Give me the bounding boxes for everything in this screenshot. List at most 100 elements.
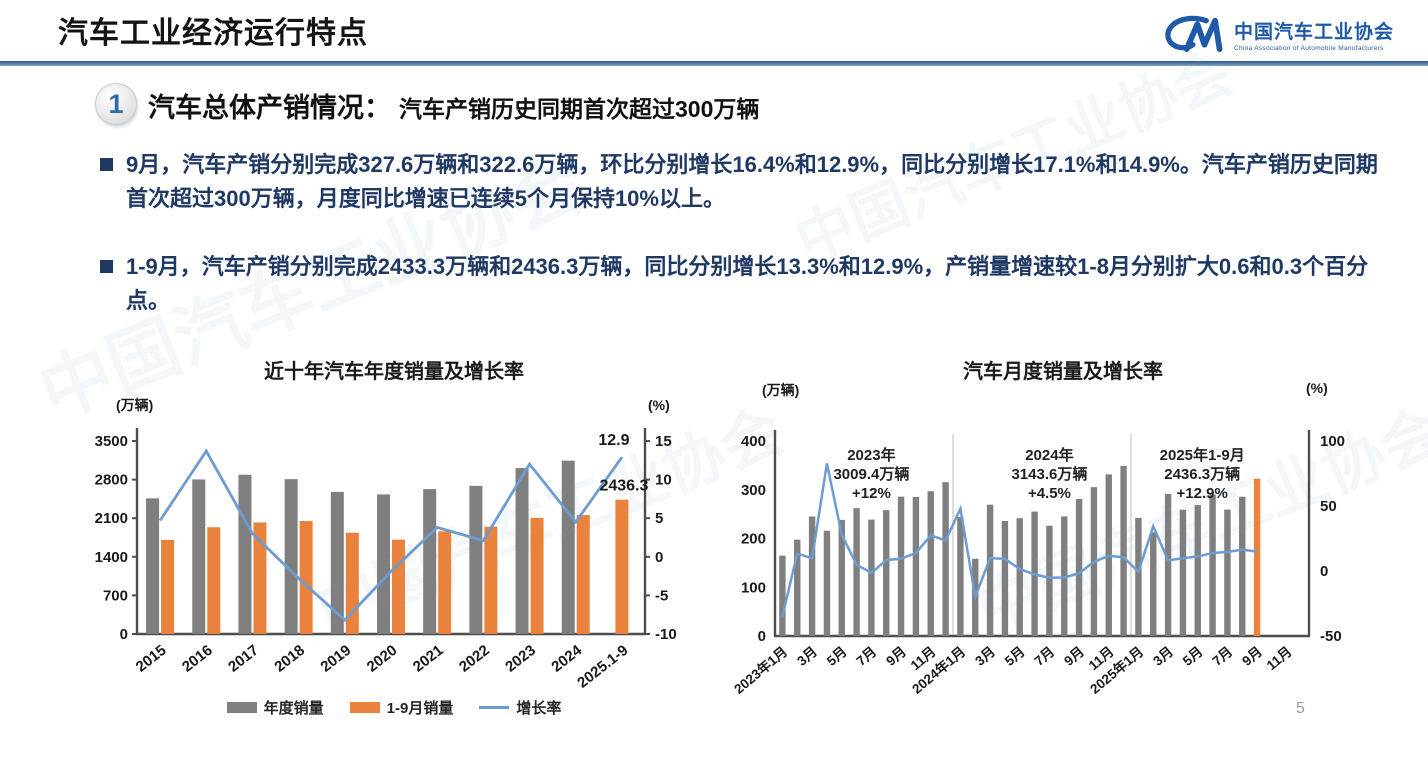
x-axis-label: 5月 xyxy=(1002,644,1028,669)
bullet-item: 9月，汽车产销分别完成327.6万辆和322.6万辆，环比分别增长16.4%和1… xyxy=(100,148,1390,216)
legend-item-growth-rate: 增长率 xyxy=(479,697,561,718)
annual-chart-title: 近十年汽车年度销量及增长率 xyxy=(264,361,524,383)
x-axis-label: 9月 xyxy=(1061,644,1087,669)
monthly-sales-bar xyxy=(1135,517,1142,636)
growth-rate-line-swatch-icon xyxy=(479,706,510,709)
monthly-sales-bar xyxy=(957,517,964,636)
monthly-sales-bar xyxy=(808,516,816,636)
monthly-sales-bar xyxy=(1046,525,1053,636)
axis-tick-label: 15 xyxy=(655,433,672,450)
x-axis-label: 2015 xyxy=(133,642,170,676)
growth-rate-line xyxy=(781,463,1258,617)
legend-item-annual-sales: 年度销量 xyxy=(226,697,324,718)
legend-item-jan-sep-sales: 1-9月销量 xyxy=(349,697,453,718)
jan-sep-sales-bar xyxy=(530,517,544,634)
caam-logo-name-cn: 中国汽车工业协会 xyxy=(1233,21,1394,43)
monthly-chart-right-axis-unit: (%) xyxy=(1306,380,1328,396)
annual-sales-bar xyxy=(561,460,575,634)
monthly-sales-bar xyxy=(1179,509,1187,636)
page-title: 汽车工业经济运行特点 xyxy=(58,17,368,50)
axis-tick-label: -10 xyxy=(655,626,677,643)
x-axis-label: 2022 xyxy=(456,642,493,676)
axis-tick-label: 50 xyxy=(1320,498,1337,515)
axis-tick-label: 100 xyxy=(741,579,766,596)
annual-chart-legend: 年度销量 1-9月销量 增长率 xyxy=(88,697,700,718)
x-axis-label: 3月 xyxy=(972,644,998,669)
monthly-sales-bar xyxy=(1209,494,1216,636)
jan-sep-sales-swatch-icon xyxy=(349,702,380,713)
axis-tick-label: 2800 xyxy=(95,472,128,489)
jan-sep-sales-bar xyxy=(161,539,175,634)
x-axis-label: 2023年1月 xyxy=(731,643,791,697)
x-axis-label: 2021 xyxy=(410,642,447,676)
jan-sep-sales-bar xyxy=(438,531,452,634)
monthly-sales-bar xyxy=(912,496,920,636)
x-axis-label: 11月 xyxy=(1264,644,1295,673)
year-summary-annotation: 2025年1-9月 2436.3万辆+12.9% xyxy=(1160,446,1245,502)
monthly-sales-bar xyxy=(883,510,890,636)
jan-sep-sales-bar xyxy=(253,522,267,634)
annual-sales-bar xyxy=(377,494,390,634)
monthly-sales-bar xyxy=(1164,493,1172,636)
monthly-sales-bar xyxy=(897,496,905,636)
axis-tick-label: 0 xyxy=(758,628,766,645)
caam-logo-icon xyxy=(1165,15,1223,52)
x-axis-label: 2019 xyxy=(318,642,355,676)
bullet-text: 9月，汽车产销分别完成327.6万辆和322.6万辆，环比分别增长16.4%和1… xyxy=(126,152,1378,212)
monthly-sales-bar xyxy=(779,555,786,636)
section-heading: 汽车总体产销情况： 汽车产销历史同期首次超过300万辆 xyxy=(148,86,759,125)
annual-sales-bar xyxy=(423,489,437,634)
axis-tick-label: -5 xyxy=(655,587,668,604)
legend-label: 年度销量 xyxy=(263,700,324,717)
monthly-sales-bar xyxy=(853,508,860,636)
annual-sales-chart: 0 700 1400 2100 2800 3500 -10 -5 0 5 10 15 2015 2016 2… xyxy=(95,428,677,692)
monthly-chart-left-axis-unit: (万辆) xyxy=(762,382,800,398)
bullet-item: 1-9月，汽车产销分别完成2433.3万辆和2436.3万辆，同比分别增长13.… xyxy=(100,250,1390,318)
bullet-square-icon xyxy=(100,260,113,273)
x-axis-label: 5月 xyxy=(1180,644,1206,669)
jan-sep-sales-bar xyxy=(484,526,498,634)
x-axis-label: 7月 xyxy=(1032,644,1058,669)
last-bar-value-label: 2436.3 xyxy=(599,478,648,495)
axis-tick-label: 3500 xyxy=(95,433,128,450)
monthly-sales-bar xyxy=(927,491,934,636)
x-axis-label: 2023 xyxy=(502,642,539,676)
year-summary-annotation: 2024年 3143.6万辆+4.5% xyxy=(1011,446,1087,502)
bullet-text: 1-9月，汽车产销分别完成2433.3万辆和2436.3万辆，同比分别增长13.… xyxy=(126,254,1369,314)
x-axis-label: 3月 xyxy=(1150,644,1176,669)
monthly-chart-title: 汽车月度销量及增长率 xyxy=(963,361,1163,383)
annual-sales-bar xyxy=(192,479,206,634)
axis-tick-label: 2100 xyxy=(95,510,128,527)
title-divider xyxy=(0,61,1428,66)
monthly-sales-bar xyxy=(868,519,875,636)
x-axis-label: 2025.1-9 xyxy=(574,642,631,692)
x-axis-label: 3月 xyxy=(794,644,820,669)
x-axis-label: 2020 xyxy=(364,642,401,676)
axis-tick-label: 200 xyxy=(741,531,766,548)
legend-label: 增长率 xyxy=(516,700,562,717)
monthly-sales-bar xyxy=(794,539,801,636)
axis-tick-label: -50 xyxy=(1320,628,1342,645)
monthly-sales-bar xyxy=(1224,509,1231,636)
axis-tick-label: 10 xyxy=(655,472,672,489)
caam-logo-name-en: China Association of Automobile Manufact… xyxy=(1233,44,1384,52)
year-summary-annotation: 2023年 3009.4万辆+12% xyxy=(833,446,909,502)
x-axis-label: 5月 xyxy=(824,644,850,669)
monthly-sales-bar xyxy=(1239,496,1246,636)
x-axis-label: 7月 xyxy=(854,644,880,669)
monthly-sales-bar xyxy=(1150,532,1157,636)
annual-sales-bar xyxy=(146,498,160,634)
monthly-sales-bar xyxy=(1194,505,1201,636)
bullet-square-icon xyxy=(100,158,113,171)
annual-sales-bar xyxy=(515,468,529,634)
annual-sales-bar xyxy=(238,474,252,634)
section-heading-main: 汽车总体产销情况： xyxy=(148,93,391,123)
axis-tick-label: 400 xyxy=(741,433,766,450)
monthly-sales-bar xyxy=(942,482,949,636)
axis-tick-label: 0 xyxy=(655,549,663,566)
annual-sales-swatch-icon xyxy=(226,702,257,713)
axis-tick-label: 100 xyxy=(1320,433,1345,450)
monthly-sales-bar xyxy=(986,504,994,636)
section-heading-sub: 汽车产销历史同期首次超过300万辆 xyxy=(399,96,760,122)
